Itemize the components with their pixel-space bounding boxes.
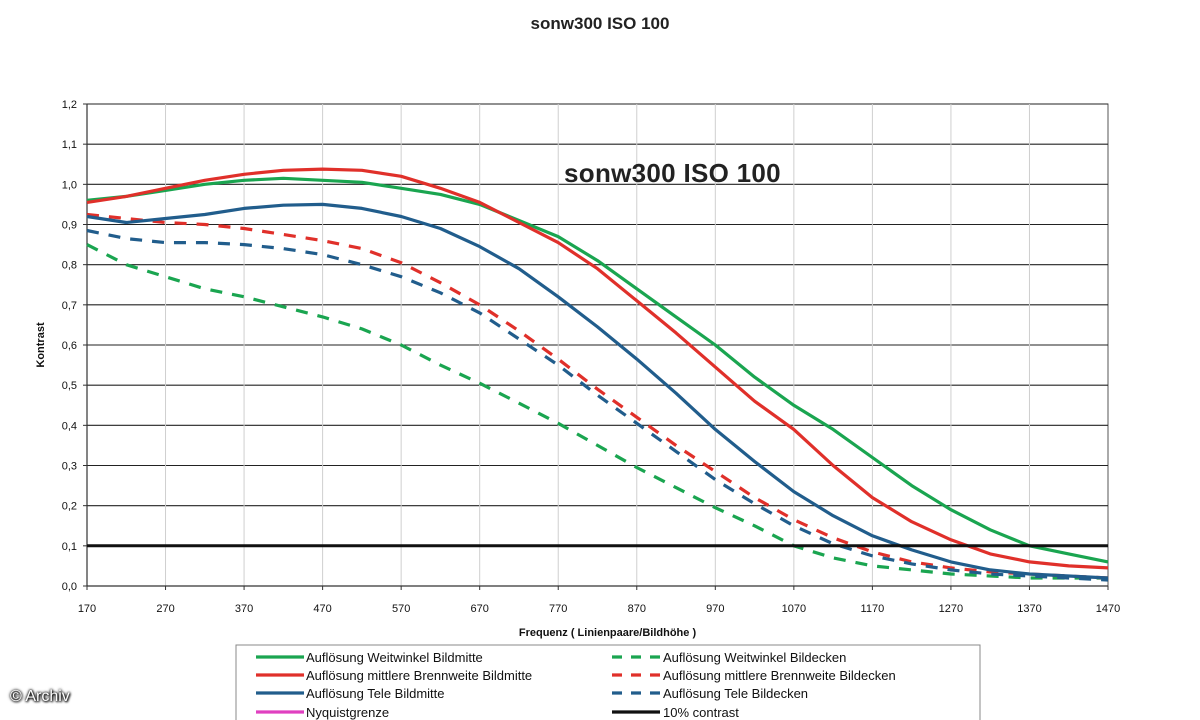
y-tick-label: 1,1 [62,139,77,151]
x-tick-label: 1070 [782,603,806,615]
x-tick-label: 1270 [939,603,963,615]
series-line-aufl-sung-mittlere-brennweite-bildmitte [86,167,1109,570]
x-tick-label: 1370 [1017,603,1041,615]
y-tick-label: 1,0 [62,179,77,191]
y-tick-label: 0,2 [62,501,77,513]
chart-inner-title: sonw300 ISO 100 [564,158,781,188]
legend-label: Nyquistgrenze [306,705,389,720]
x-tick-label: 970 [706,603,724,615]
legend-label: Auflösung Weitwinkel Bildecken [663,650,846,665]
x-axis-title: Frequenz ( Linienpaare/Bildhöhe ) [519,627,697,639]
legend-label: Auflösung Tele Bildecken [663,686,808,701]
y-tick-label: 0,6 [62,340,77,352]
series-line-aufl-sung-tele-bildmitte [86,202,1109,580]
series-line-aufl-sung-weitwinkel-bildmitte [86,176,1109,564]
legend-label: Auflösung Weitwinkel Bildmitte [306,650,483,665]
legend-label: Auflösung mittlere Brennweite Bildmitte [306,668,532,683]
y-tick-label: 0,3 [62,461,77,473]
copyright-label: © Archiv [10,688,70,705]
y-tick-label: 0,4 [62,420,77,432]
x-tick-label: 1170 [861,603,885,615]
y-tick-label: 1,2 [62,99,77,111]
x-tick-label: 870 [628,603,646,615]
x-tick-label: 170 [78,603,96,615]
x-tick-label: 670 [471,603,489,615]
y-tick-label: 0,8 [62,260,77,272]
x-tick-label: 570 [392,603,410,615]
legend-label: Auflösung Tele Bildmitte [306,686,445,701]
y-tick-label: 0,5 [62,380,77,392]
y-tick-label: 0,9 [62,220,77,232]
x-tick-label: 1470 [1096,603,1120,615]
x-tick-label: 770 [549,603,567,615]
y-tick-label: 0,7 [62,300,77,312]
x-tick-label: 270 [156,603,174,615]
x-tick-label: 370 [235,603,253,615]
x-tick-label: 470 [313,603,331,615]
series-line-aufl-sung-weitwinkel-bildecken [86,243,1108,580]
chart-title: sonw300 ISO 100 [530,14,670,33]
y-tick-label: 0,0 [62,581,77,593]
y-axis-title: Kontrast [35,322,47,368]
y-tick-label: 0,1 [62,541,77,553]
series-line-aufl-sung-mittlere-brennweite-bildecken [86,212,1109,580]
legend-label: Auflösung mittlere Brennweite Bildecken [663,668,896,683]
legend-label: 10% contrast [663,705,739,720]
legend-box [235,644,981,720]
